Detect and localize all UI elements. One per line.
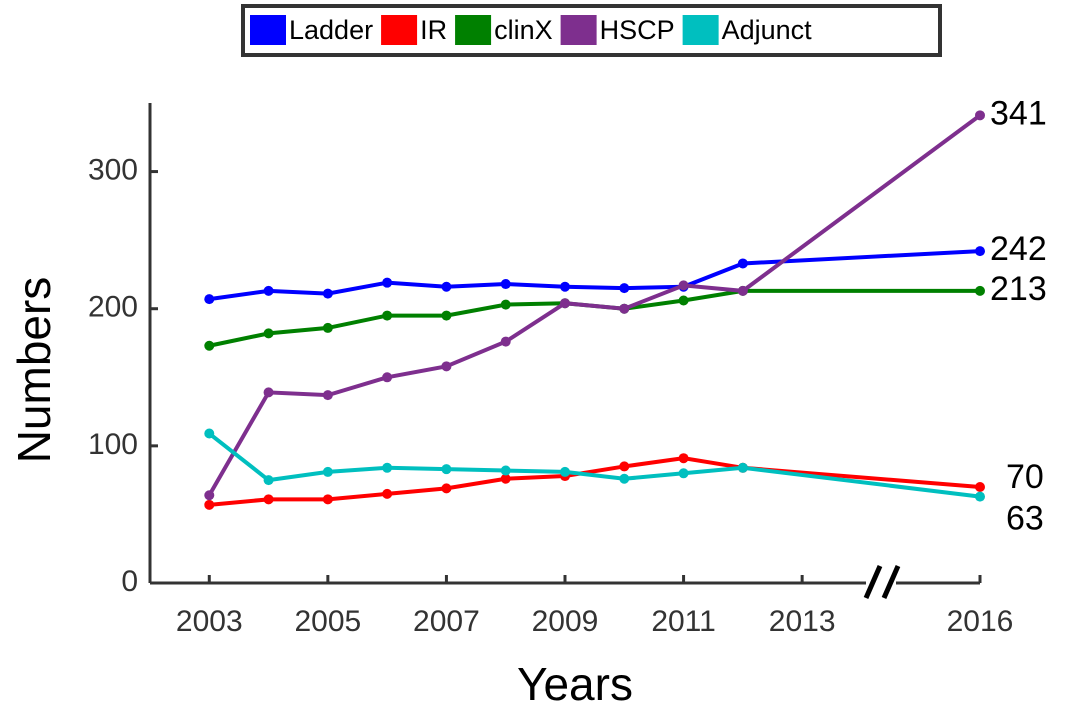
point xyxy=(322,390,333,401)
legend-label: IR xyxy=(420,15,447,45)
y-tick-label: 0 xyxy=(121,565,138,598)
end-label: 341 xyxy=(990,94,1047,132)
point xyxy=(975,491,985,502)
x-tick-label: 2011 xyxy=(651,605,716,638)
legend-swatch xyxy=(682,15,719,45)
end-label: 63 xyxy=(1006,500,1044,538)
point xyxy=(975,246,985,257)
point xyxy=(619,461,630,472)
legend-label: Adjunct xyxy=(722,15,813,45)
point xyxy=(322,494,333,505)
point xyxy=(678,453,689,464)
x-tick-label: 2013 xyxy=(769,605,836,638)
point xyxy=(500,336,511,347)
point xyxy=(619,303,630,314)
y-axis-label: Numbers xyxy=(8,277,60,464)
point xyxy=(737,258,748,269)
legend-swatch xyxy=(381,15,418,45)
x-tick-label: 2016 xyxy=(947,605,1014,638)
y-tick-label: 100 xyxy=(88,428,138,461)
point xyxy=(204,499,215,510)
legend-swatch xyxy=(455,15,492,45)
point xyxy=(263,328,274,339)
point xyxy=(500,299,511,310)
point xyxy=(441,464,452,475)
axis-break xyxy=(863,564,901,600)
point xyxy=(678,468,689,479)
point xyxy=(263,494,274,505)
point xyxy=(382,277,393,288)
point xyxy=(322,466,333,477)
point xyxy=(382,372,393,383)
end-label: 70 xyxy=(1006,458,1044,496)
point xyxy=(560,281,570,292)
point xyxy=(975,482,985,492)
point xyxy=(204,490,215,501)
point xyxy=(382,488,393,499)
point xyxy=(263,475,274,486)
point xyxy=(441,483,452,494)
legend-label: clinX xyxy=(494,15,553,45)
point xyxy=(382,310,393,321)
point xyxy=(263,387,274,398)
series-line xyxy=(208,431,981,499)
point xyxy=(619,283,630,294)
x-axis-label: Years xyxy=(517,658,633,710)
end-label: 213 xyxy=(990,270,1047,308)
x-tick-label: 2009 xyxy=(532,605,599,638)
point xyxy=(678,295,689,306)
point xyxy=(619,473,630,484)
point xyxy=(322,322,333,333)
point xyxy=(382,462,393,473)
point xyxy=(441,310,452,321)
point xyxy=(441,281,452,292)
point xyxy=(737,462,748,473)
point xyxy=(204,340,215,351)
point xyxy=(975,110,985,121)
y-tick-label: 300 xyxy=(88,153,138,186)
legend-swatch xyxy=(250,15,286,45)
y-tick-label: 200 xyxy=(88,291,138,324)
point xyxy=(204,294,215,305)
point xyxy=(500,279,511,290)
point xyxy=(560,298,570,309)
legend-box xyxy=(241,4,942,57)
point xyxy=(975,285,985,296)
point xyxy=(204,428,215,439)
point xyxy=(263,285,274,296)
x-tick-label: 2007 xyxy=(413,605,480,638)
series-line xyxy=(208,288,980,348)
point xyxy=(322,288,333,299)
end-label: 242 xyxy=(990,230,1047,268)
point xyxy=(441,361,452,372)
point xyxy=(500,465,511,476)
x-tick-label: 2003 xyxy=(176,605,243,638)
point xyxy=(560,466,570,477)
legend-swatch xyxy=(560,15,597,45)
legend-label: Ladder xyxy=(289,15,373,45)
series-line xyxy=(207,113,982,497)
legend: Ladder IR clinX HSCP Adjunct xyxy=(250,15,812,45)
point xyxy=(678,280,689,291)
point xyxy=(737,285,748,296)
x-tick-label: 2005 xyxy=(294,605,361,638)
legend-label: HSCP xyxy=(600,15,675,45)
point xyxy=(500,473,511,484)
